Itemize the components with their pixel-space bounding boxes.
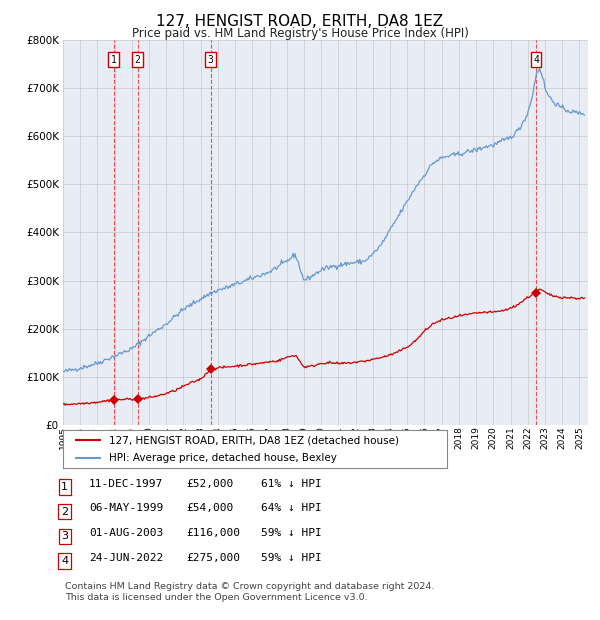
Text: 24-JUN-2022: 24-JUN-2022: [89, 553, 163, 563]
Text: 59% ↓ HPI: 59% ↓ HPI: [261, 528, 322, 538]
Text: 1: 1: [61, 482, 68, 492]
Text: £116,000: £116,000: [186, 528, 240, 538]
Text: 64% ↓ HPI: 64% ↓ HPI: [261, 503, 322, 513]
Text: 127, HENGIST ROAD, ERITH, DA8 1EZ (detached house): 127, HENGIST ROAD, ERITH, DA8 1EZ (detac…: [109, 435, 399, 445]
Text: £52,000: £52,000: [186, 479, 233, 489]
Text: This data is licensed under the Open Government Licence v3.0.: This data is licensed under the Open Gov…: [65, 593, 367, 602]
Text: 2: 2: [61, 507, 68, 516]
Text: £275,000: £275,000: [186, 553, 240, 563]
Text: 61% ↓ HPI: 61% ↓ HPI: [261, 479, 322, 489]
Text: 1: 1: [110, 55, 116, 64]
Text: 127, HENGIST ROAD, ERITH, DA8 1EZ: 127, HENGIST ROAD, ERITH, DA8 1EZ: [157, 14, 443, 29]
Text: 06-MAY-1999: 06-MAY-1999: [89, 503, 163, 513]
Text: Contains HM Land Registry data © Crown copyright and database right 2024.: Contains HM Land Registry data © Crown c…: [65, 582, 434, 591]
Text: 3: 3: [208, 55, 214, 64]
Text: 4: 4: [533, 55, 539, 64]
Text: £54,000: £54,000: [186, 503, 233, 513]
Text: Price paid vs. HM Land Registry's House Price Index (HPI): Price paid vs. HM Land Registry's House …: [131, 27, 469, 40]
Text: 01-AUG-2003: 01-AUG-2003: [89, 528, 163, 538]
Text: 3: 3: [61, 531, 68, 541]
Text: 2: 2: [135, 55, 140, 64]
Text: 4: 4: [61, 556, 68, 566]
Text: 11-DEC-1997: 11-DEC-1997: [89, 479, 163, 489]
Text: 59% ↓ HPI: 59% ↓ HPI: [261, 553, 322, 563]
Text: HPI: Average price, detached house, Bexley: HPI: Average price, detached house, Bexl…: [109, 453, 337, 464]
